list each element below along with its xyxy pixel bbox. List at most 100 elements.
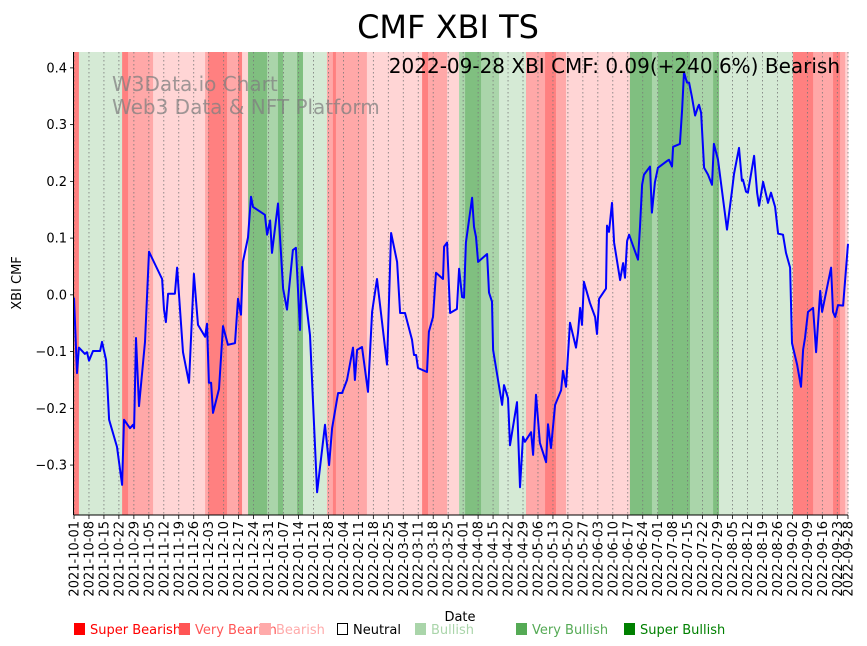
legend-item: Very Bullish: [516, 623, 608, 638]
regime-band: [205, 52, 209, 515]
regime-band: [840, 52, 846, 515]
regime-band: [428, 52, 448, 515]
regime-band: [555, 52, 567, 515]
watermark-line-1: W3Data.io Chart: [112, 72, 278, 96]
y-tick-label: 0.0: [46, 288, 67, 303]
x-tick-label: 2021-11-05: [142, 521, 157, 597]
x-tick-label: 2022-05-20: [561, 521, 576, 597]
x-tick-label: 2022-07-29: [711, 521, 726, 597]
regime-band: [332, 52, 337, 515]
legend-swatch: [260, 623, 271, 635]
regime-band: [629, 52, 653, 515]
regime-band: [545, 52, 557, 515]
x-tick-label: 2022-07-22: [696, 521, 711, 597]
regime-band: [242, 52, 249, 515]
regime-band: [153, 52, 206, 515]
legend-label: Bearish: [276, 623, 325, 638]
x-tick-label: 2022-07-01: [651, 521, 666, 597]
x-tick-label: 2022-07-08: [666, 521, 681, 597]
y-tick-label: −0.2: [35, 402, 67, 417]
x-tick-label: 2022-03-25: [442, 521, 457, 597]
x-tick-label: 2022-02-04: [337, 521, 352, 597]
legend-item: Bullish: [415, 623, 474, 638]
x-tick-label: 2022-06-03: [591, 521, 606, 597]
legend-item: Super Bullish: [624, 623, 725, 638]
regime-band: [366, 52, 423, 515]
x-tick-label: 2022-01-14: [292, 521, 307, 597]
chart-title: CMF XBI TS: [357, 8, 539, 46]
x-tick-label: 2022-04-29: [517, 521, 532, 597]
x-tick-label: 2022-06-10: [606, 521, 621, 597]
regime-band: [248, 52, 268, 515]
x-tick-label: 2022-09-23: [831, 521, 846, 597]
regime-band: [845, 52, 849, 515]
regime-band: [651, 52, 659, 515]
x-tick-label: 2021-12-24: [247, 521, 262, 597]
legend-label: Super Bearish: [90, 623, 181, 638]
legend-label: Very Bullish: [532, 623, 608, 638]
legend-swatch: [415, 623, 426, 635]
regime-band: [267, 52, 279, 515]
x-tick-label: 2022-09-16: [816, 521, 831, 597]
x-tick-label: 2022-04-15: [487, 521, 502, 597]
x-tick-label: 2022-03-18: [427, 521, 442, 597]
legend-label: Very Bearish: [195, 623, 277, 638]
watermark-line-2: Web3 Data & NFT Platform: [112, 95, 380, 119]
x-tick-label: 2021-12-10: [217, 521, 232, 597]
regime-band: [813, 52, 834, 515]
regime-band: [447, 52, 460, 515]
y-tick-label: −0.3: [35, 459, 67, 474]
legend-swatch: [624, 623, 635, 635]
x-tick-label: 2022-04-01: [457, 521, 472, 597]
x-tick-label: 2022-07-15: [681, 521, 696, 597]
x-tick-label: 2022-08-05: [726, 521, 741, 597]
regime-band: [481, 52, 500, 515]
x-tick-label: 2022-06-24: [636, 521, 651, 597]
regime-band: [465, 52, 482, 515]
x-tick-label: 2021-10-08: [82, 521, 97, 597]
x-tick-label: 2022-08-19: [756, 521, 771, 597]
regime-band: [657, 52, 691, 515]
legend-item: Super Bearish: [74, 623, 181, 638]
x-tick-label: 2022-01-07: [277, 521, 292, 597]
watermark: W3Data.io Chart Web3 Data & NFT Platform: [112, 72, 380, 119]
regime-band: [208, 52, 228, 515]
y-tick-label: 0.1: [46, 232, 67, 247]
regime-band: [74, 52, 80, 515]
x-tick-label: 2021-11-26: [187, 521, 202, 597]
x-tick-label: 2022-03-11: [412, 521, 427, 597]
x-axis-label: Date: [444, 610, 475, 625]
regime-band: [128, 52, 154, 515]
x-tick-label: 2021-11-12: [157, 521, 172, 597]
legend-swatch: [74, 623, 85, 635]
y-tick-label: 0.2: [46, 175, 67, 190]
x-tick-label: 2022-03-04: [397, 521, 412, 597]
y-tick-label: −0.1: [35, 345, 67, 360]
x-tick-label: 2022-05-27: [576, 521, 591, 597]
x-tick-label: 2021-12-17: [232, 521, 247, 597]
regime-band: [459, 52, 466, 515]
regime-band: [719, 52, 794, 515]
x-tick-label: 2022-08-12: [741, 521, 756, 597]
x-tick-label: 2022-05-13: [546, 521, 561, 597]
legend-label: Super Bullish: [640, 623, 725, 638]
legend-item: Neutral: [337, 623, 401, 638]
annotation-text: 2022-09-28 XBI CMF: 0.09(+240.6%) Bearis…: [389, 54, 840, 78]
regime-band: [793, 52, 814, 515]
x-tick-label: 2022-04-08: [472, 521, 487, 597]
x-tick-label: 2021-10-29: [127, 521, 142, 597]
regime-band: [422, 52, 429, 515]
x-tick-label: 2021-10-22: [112, 521, 127, 597]
x-tick-label: 2021-10-01: [68, 521, 83, 597]
x-tick-label: 2022-09-28: [842, 521, 857, 597]
regime-band: [833, 52, 841, 515]
x-tick-label: 2022-02-11: [352, 521, 367, 597]
regime-band: [689, 52, 714, 515]
x-tick-label: 2021-11-19: [172, 521, 187, 597]
y-tick-label: 0.4: [46, 61, 67, 76]
axes: 2021-10-01 2021-10-08 2021-10-15 2021-10-22…: [35, 52, 857, 597]
regime-band: [277, 52, 284, 515]
x-tick-label: 2022-06-17: [621, 521, 636, 597]
legend-label: Neutral: [353, 623, 401, 638]
legend-item: Bearish: [260, 623, 325, 638]
